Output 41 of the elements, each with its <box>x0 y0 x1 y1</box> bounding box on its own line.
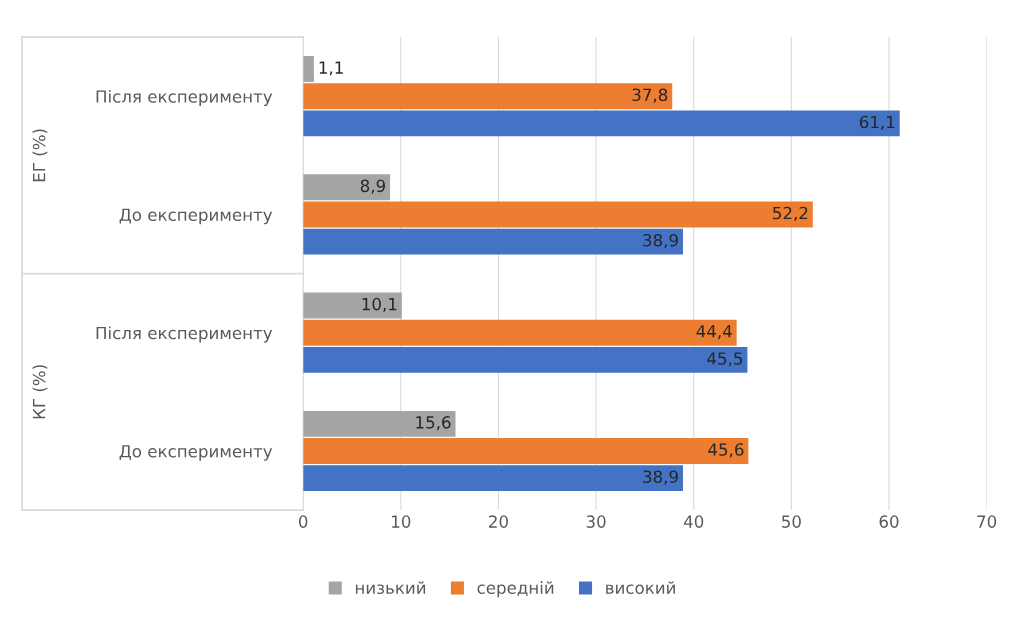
y-tick-label: До експерименту <box>119 208 273 225</box>
data-label: 52,2 <box>773 206 808 222</box>
data-label: 45,5 <box>707 352 743 367</box>
bar <box>303 56 314 82</box>
x-tick-label: 70 <box>977 515 997 528</box>
x-tick-label: 40 <box>683 515 704 528</box>
data-label: 45,6 <box>708 443 744 458</box>
x-tick-label: 20 <box>489 515 508 528</box>
x-tick-label: 0 <box>298 515 308 528</box>
bar <box>303 319 737 346</box>
bar <box>303 347 748 373</box>
bar <box>303 110 900 137</box>
bar <box>303 83 673 110</box>
x-tick-label: 10 <box>392 515 411 528</box>
bar <box>303 174 391 201</box>
y-tick-label: Після експерименту <box>96 326 273 343</box>
bar <box>303 201 813 228</box>
data-label: 10,1 <box>362 297 397 313</box>
text: КГ (%) <box>32 365 48 419</box>
x-tick-label: 30 <box>586 515 606 528</box>
bar <box>303 410 456 437</box>
x-tick-label: 50 <box>782 515 801 528</box>
y-tick-label: До експерименту <box>119 445 273 461</box>
data-label: 37,8 <box>632 88 668 103</box>
text: ЕГ (%) <box>32 129 48 182</box>
legend-label: середній <box>477 581 554 598</box>
data-label: 15,6 <box>416 416 451 431</box>
bar <box>303 228 683 255</box>
data-label: 38,9 <box>643 470 678 485</box>
data-label: 8,9 <box>360 179 385 194</box>
legend-label: високий <box>606 581 675 594</box>
bar <box>303 438 749 464</box>
data-label: 1,1 <box>319 61 343 76</box>
x-tick-label: 60 <box>879 515 899 528</box>
data-label: 44,4 <box>696 325 732 340</box>
data-label: 61,1 <box>859 115 895 130</box>
data-label: 38,9 <box>643 233 678 249</box>
bar <box>303 465 683 492</box>
legend-label: низький <box>355 581 426 594</box>
y-tick-label: Після експерименту <box>96 89 273 107</box>
bar <box>303 292 402 319</box>
